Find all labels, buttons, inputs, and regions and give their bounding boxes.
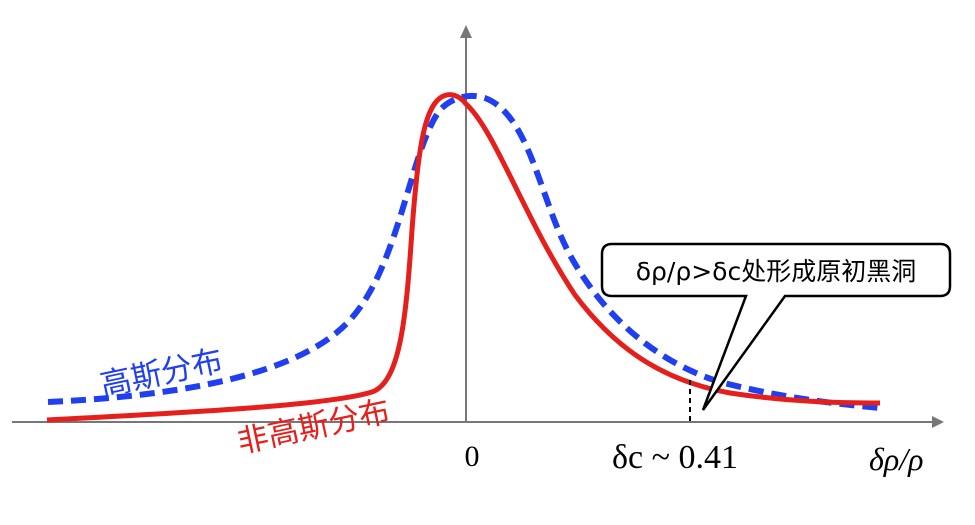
x-axis-label: δρ/ρ xyxy=(869,441,923,477)
x-axis-arrow xyxy=(932,416,944,428)
annotation-callout-box xyxy=(600,242,952,411)
annotation-text: δρ/ρ>δc处形成原初黑洞 xyxy=(636,257,916,286)
series-line-nongaussian xyxy=(46,92,881,423)
series-label-gaussian: 高斯分布 xyxy=(97,343,226,404)
threshold-label: δc ~ 0.41 xyxy=(612,439,738,476)
y-axis-arrow xyxy=(460,25,472,38)
x-tick-label-zero: 0 xyxy=(465,440,480,473)
